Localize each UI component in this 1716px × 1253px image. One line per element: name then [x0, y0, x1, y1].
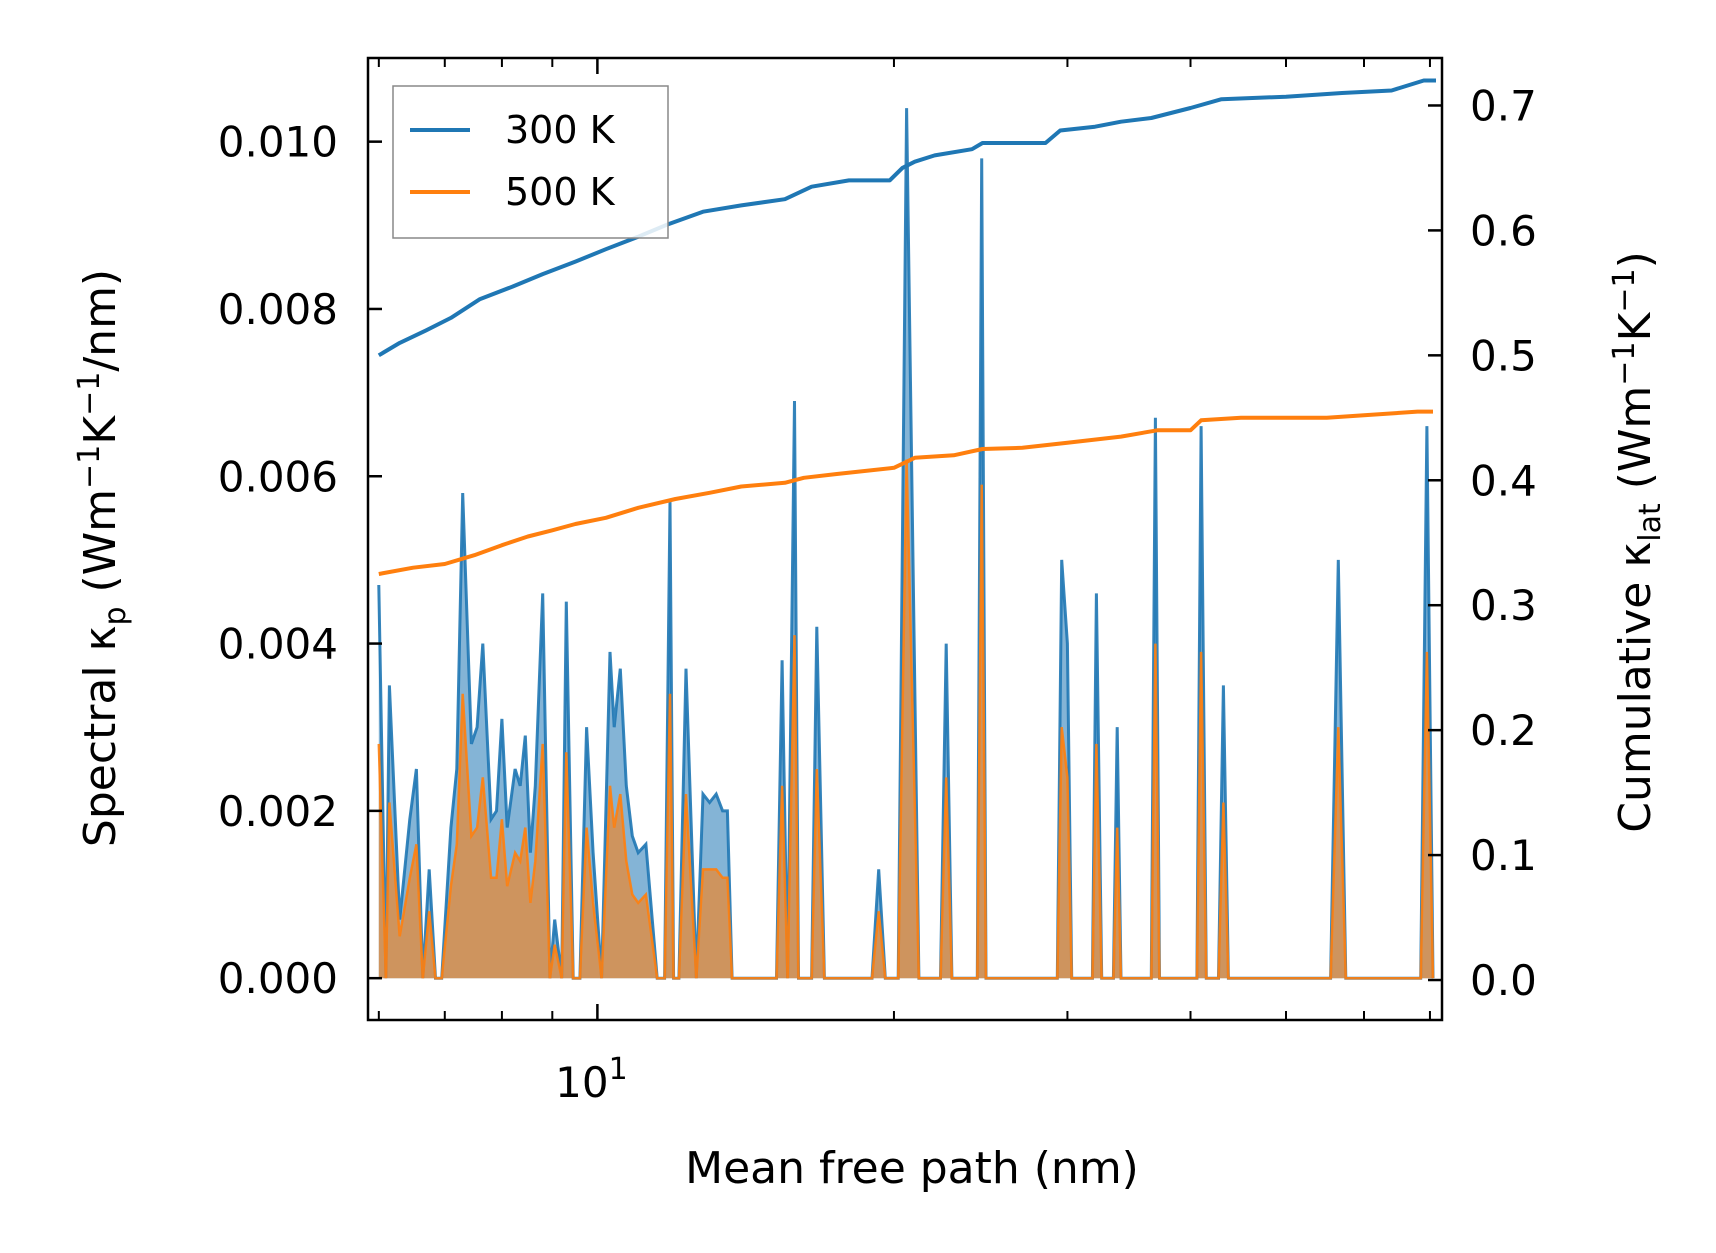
y-left-tick-label: 0.000 — [218, 954, 338, 1003]
y-right-tick-label: 0.7 — [1470, 81, 1537, 130]
cumulative-line-500k — [378, 409, 1433, 576]
legend-label-300k: 300 K — [505, 108, 616, 152]
right-axis-title-mid: K — [1610, 311, 1661, 341]
right-axis-title-tail: ) — [1610, 251, 1661, 268]
y-left-tick-label: 0.002 — [218, 787, 338, 836]
legend: 300 K 500 K — [392, 85, 669, 239]
axes-frame — [366, 56, 1444, 1022]
x-axis-title: Mean free path (nm) — [685, 1143, 1139, 1194]
spectral-line-500k — [377, 459, 1435, 980]
x-tick-label-base: 10 — [555, 1058, 608, 1107]
axes: 0.000 0.002 0.004 0.006 0.008 0.010 0.0 0.1 0.2 0… — [218, 56, 1537, 1107]
left-axis-title-mid: K — [75, 415, 126, 445]
left-axis-title-tail: /nm) — [75, 269, 126, 372]
y-right-tick-label: 0.6 — [1470, 206, 1537, 255]
left-axis-title-sup1: −1 — [72, 445, 107, 489]
legend-label-500k: 500 K — [505, 170, 616, 214]
spectral-area-500k — [378, 459, 1433, 979]
right-axis-title-unit: (Wm — [1610, 386, 1661, 504]
x-tick-label: 101 — [555, 1052, 628, 1107]
x-tick-label-exp: 1 — [609, 1052, 628, 1087]
right-axis-title-sup2: −1 — [1607, 268, 1642, 312]
y-right-tick-label: 0.5 — [1470, 331, 1537, 380]
spectral-line-300k — [377, 108, 1435, 980]
left-axis-title: Spectral κp (Wm−1K−1/nm) — [72, 269, 133, 847]
y-left-tick-label: 0.010 — [218, 118, 338, 167]
y-left-tick-label: 0.004 — [218, 620, 338, 669]
y-right-tick-label: 0.1 — [1470, 831, 1537, 880]
y-left-tick-label: 0.008 — [218, 285, 338, 334]
cumulative-line-300k — [377, 78, 1436, 358]
left-axis-title-sup2: −1 — [72, 372, 107, 416]
y-right-tick-label: 0.4 — [1470, 456, 1537, 505]
right-axis-title: Cumulative κlat (Wm−1K−1) — [1607, 251, 1668, 833]
right-axis-title-sup1: −1 — [1607, 341, 1642, 385]
right-axis-title-sub: lat — [1633, 503, 1668, 542]
right-axis-title-main: Cumulative κ — [1610, 542, 1661, 833]
left-axis-title-sub: p — [98, 606, 133, 625]
y-left-tick-label: 0.006 — [218, 452, 338, 501]
left-axis-title-main: Spectral κ — [75, 626, 126, 848]
y-right-tick-label: 0.2 — [1470, 706, 1537, 755]
legend-box — [392, 85, 669, 239]
y-right-tick-label: 0.0 — [1470, 956, 1537, 1005]
left-axis-title-unit: (Wm — [75, 489, 126, 607]
plot-area — [377, 78, 1436, 980]
y-right-tick-label: 0.3 — [1470, 581, 1537, 630]
